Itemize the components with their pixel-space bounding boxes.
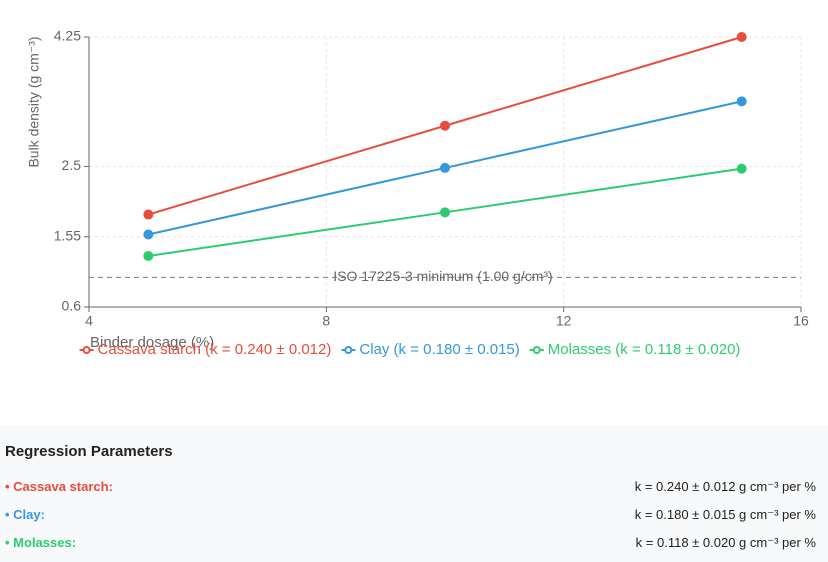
x-tick-label: 12: [556, 313, 572, 329]
data-point: [143, 209, 154, 220]
legend-item: Molasses (k = 0.118 ± 0.020): [529, 341, 741, 358]
row-name: Cassava starch:: [5, 479, 113, 494]
panel-title: Regression Parameters: [5, 443, 173, 460]
row-name: Clay:: [5, 507, 45, 522]
y-axis-label: Bulk density (g cm⁻³): [26, 36, 42, 167]
y-tick-label: 1.55: [54, 227, 81, 243]
legend-marker: [82, 346, 91, 354]
legend-marker: [344, 346, 353, 354]
y-tick-label: 4.25: [54, 28, 81, 44]
x-tick-label: 16: [793, 313, 809, 329]
data-point: [440, 120, 450, 131]
data-point: [143, 250, 154, 261]
reference-label: ISO 17225-3 minimum (1.00 g/cm³): [333, 268, 552, 284]
row-name: Molasses:: [5, 535, 76, 550]
data-point: [736, 163, 747, 174]
regression-row: Cassava starch: k = 0.240 ± 0.012 g cm⁻³ …: [0, 479, 828, 499]
data-point: [736, 96, 747, 107]
x-tick-label: 4: [85, 313, 93, 329]
y-tick-label: 0.6: [62, 298, 82, 314]
row-value: k = 0.118 ± 0.020 g cm⁻³ per %: [635, 535, 816, 550]
legend-marker: [532, 346, 541, 354]
y-tick-label: 2.5: [62, 157, 82, 173]
regression-row: Molasses: k = 0.118 ± 0.020 g cm⁻³ per %: [0, 535, 828, 555]
x-tick-label: 8: [322, 313, 330, 329]
data-point: [143, 229, 154, 240]
legend-item: Cassava starch (k = 0.240 ± 0.012): [79, 341, 332, 358]
legend-label: Clay (k = 0.180 ± 0.015): [359, 341, 519, 358]
row-value: k = 0.180 ± 0.015 g cm⁻³ per %: [634, 507, 816, 522]
regression-panel: Regression Parameters Cassava starch: k =…: [0, 425, 828, 562]
regression-row: Clay: k = 0.180 ± 0.015 g cm⁻³ per %: [0, 507, 828, 527]
legend-item: Clay (k = 0.180 ± 0.015): [341, 341, 520, 358]
data-point: [440, 162, 450, 173]
row-value: k = 0.240 ± 0.012 g cm⁻³ per %: [634, 479, 816, 494]
data-point: [440, 207, 450, 218]
data-point: [736, 32, 747, 42]
chart: Binder dosage (%) Bulk density (g cm⁻³) …: [26, 28, 809, 358]
x-axis-label: Binder dosage (%): [90, 334, 214, 351]
legend-label: Molasses (k = 0.118 ± 0.020): [548, 341, 741, 358]
legend-label: Cassava starch (k = 0.240 ± 0.012): [98, 341, 332, 358]
